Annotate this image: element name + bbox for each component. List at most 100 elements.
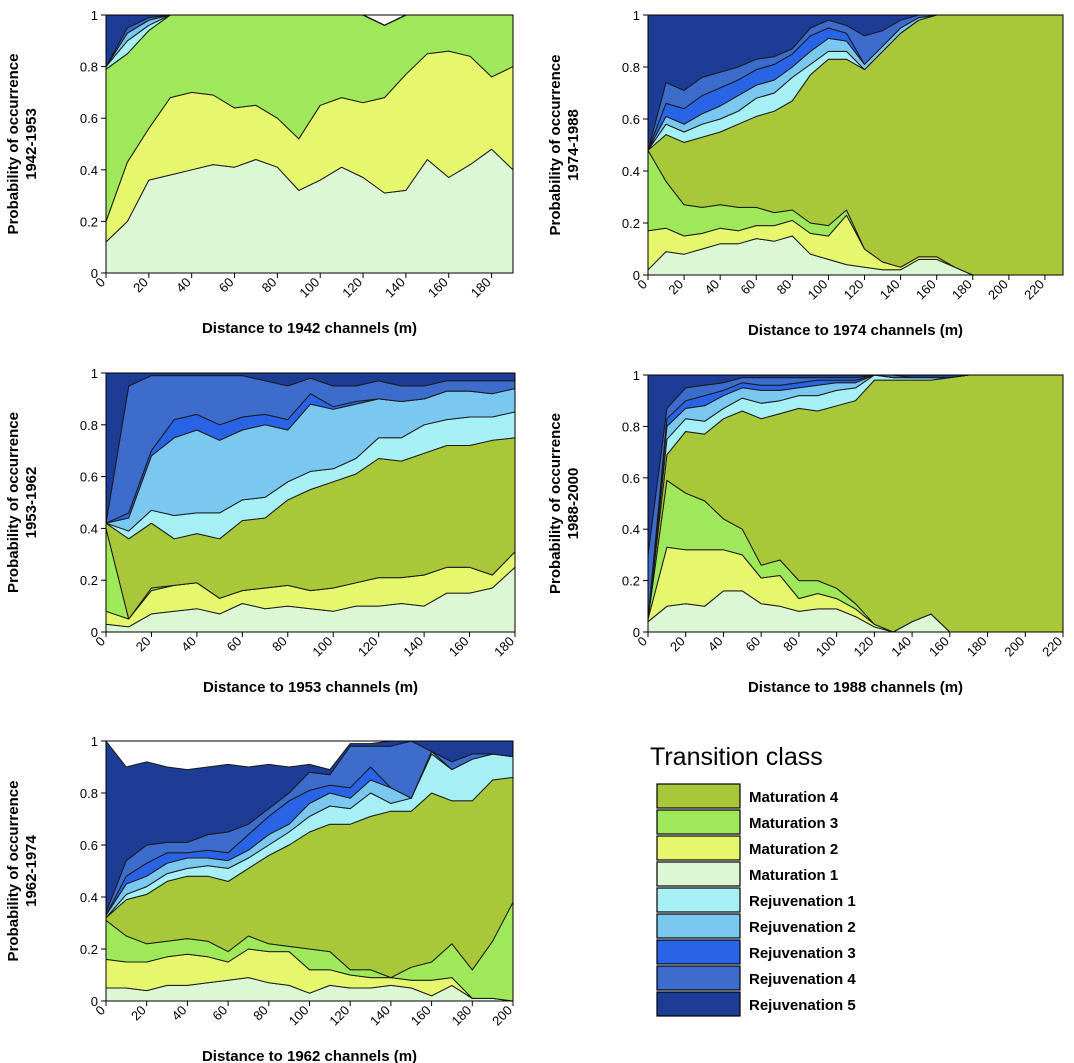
x-tick-label: 60 <box>224 634 245 655</box>
x-tick-label: 120 <box>851 634 877 660</box>
y-tick-label: 0.4 <box>80 521 98 536</box>
legend-label-rejuvenation-3: Rejuvenation 3 <box>749 945 856 962</box>
x-tick-label: 160 <box>446 634 472 660</box>
x-tick-label: 80 <box>269 634 290 655</box>
x-tick-label: 80 <box>774 277 795 298</box>
legend: Transition class Maturation 4Maturation … <box>650 743 856 1017</box>
x-tick-label: 20 <box>130 275 151 296</box>
x-tick-label: 40 <box>169 1003 190 1024</box>
y-tick-label: 0 <box>91 994 98 1009</box>
plot-frame <box>647 374 1064 633</box>
legend-swatch-rejuvenation-1 <box>656 887 741 913</box>
x-tick-label: 200 <box>985 277 1011 303</box>
legend-swatch-maturation-2 <box>656 835 741 861</box>
y-tick-label: 1 <box>91 734 98 749</box>
y-axis-period-label: 1974-1988 <box>565 109 582 181</box>
y-tick-label: 0.8 <box>80 60 98 75</box>
x-tick-label: 20 <box>133 634 154 655</box>
y-axis-period-label: 1942-1953 <box>23 108 40 180</box>
chart-5: 00.20.40.60.810 20 40 60 80 100 120 140 160 180 20… <box>5 734 515 1063</box>
y-tick-label: 1 <box>91 366 98 381</box>
x-tick-label: 140 <box>382 275 408 301</box>
legend-items: Maturation 4 Maturation 3 Maturation 2 Matu… <box>656 783 856 1017</box>
chart-3: 00.20.40.60.810 20 40 60 80 100 120 140 160 180Di… <box>5 366 517 696</box>
x-tick-label: 160 <box>926 634 952 660</box>
y-tick-label: 0.6 <box>80 838 98 853</box>
x-axis-label: Distance to 1962 channels (m) <box>202 1048 417 1063</box>
plot-frame <box>105 372 516 633</box>
plot-frame <box>105 14 514 274</box>
y-axis-label: Probability of occurrence <box>547 55 564 236</box>
x-tick-label: 60 <box>738 277 759 298</box>
y-tick-label: 0.6 <box>622 471 640 486</box>
y-tick-label: 0 <box>633 268 640 283</box>
y-tick-label: 0.8 <box>622 60 640 75</box>
y-tick-label: 1 <box>633 8 640 23</box>
x-tick-label: 100 <box>286 1003 312 1029</box>
chart-2: 00.20.40.60.810 20 40 60 80 100 120 140 160 180 20… <box>547 8 1064 339</box>
x-tick-label: 160 <box>425 275 451 301</box>
x-tick-label: 120 <box>326 1003 352 1029</box>
y-tick-label: 0.8 <box>80 418 98 433</box>
y-tick-label: 1 <box>633 368 640 383</box>
y-tick-label: 0.2 <box>80 214 98 229</box>
y-tick-label: 0.6 <box>80 111 98 126</box>
y-tick-label: 0 <box>91 625 98 640</box>
y-tick-label: 0.2 <box>80 573 98 588</box>
x-tick-label: 100 <box>805 277 831 303</box>
x-tick-label: 20 <box>128 1003 149 1024</box>
x-tick-label: 200 <box>1001 634 1027 660</box>
x-tick-label: 120 <box>355 634 381 660</box>
x-axis-label: Distance to 1988 channels (m) <box>748 679 963 696</box>
charts-group: 00.20.40.60.810 20 40 60 80 100 120 140 160 180Di… <box>5 8 1065 1063</box>
x-tick-label: 180 <box>468 275 494 301</box>
x-tick-label: 100 <box>813 634 839 660</box>
legend-swatch-maturation-4 <box>656 783 741 809</box>
legend-label-maturation-2: Maturation 2 <box>749 841 838 858</box>
x-tick-label: 40 <box>705 634 726 655</box>
x-tick-label: 180 <box>964 634 990 660</box>
y-axis-label: Probability of occurrence <box>547 413 564 594</box>
x-tick-label: 120 <box>339 275 365 301</box>
legend-label-rejuvenation-5: Rejuvenation 5 <box>749 997 856 1014</box>
x-tick-label: 40 <box>701 277 722 298</box>
x-tick-label: 220 <box>1039 634 1065 660</box>
x-tick-label: 100 <box>309 634 335 660</box>
y-axis-label: Probability of occurrence <box>5 412 22 593</box>
y-tick-label: 0.8 <box>80 786 98 801</box>
y-tick-label: 0 <box>633 625 640 640</box>
legend-swatch-rejuvenation-3 <box>656 939 741 965</box>
x-tick-label: 80 <box>250 1003 271 1024</box>
y-tick-label: 0.4 <box>80 163 98 178</box>
x-tick-label: 180 <box>949 277 975 303</box>
x-tick-label: 40 <box>178 634 199 655</box>
y-tick-label: 0.6 <box>622 112 640 127</box>
legend-label-maturation-4: Maturation 4 <box>749 789 839 806</box>
x-tick-label: 60 <box>742 634 763 655</box>
y-axis-label: Probability of occurrence <box>5 54 22 235</box>
y-tick-label: 0 <box>91 266 98 281</box>
x-tick-label: 100 <box>296 275 322 301</box>
x-tick-label: 220 <box>1021 277 1047 303</box>
y-tick-label: 0.4 <box>80 890 98 905</box>
x-axis-label: Distance to 1974 channels (m) <box>748 322 963 339</box>
x-tick-label: 80 <box>780 634 801 655</box>
y-tick-label: 0.8 <box>622 419 640 434</box>
legend-swatch-maturation-1 <box>656 861 741 887</box>
x-tick-label: 180 <box>448 1003 474 1029</box>
x-axis-label: Distance to 1953 channels (m) <box>203 679 418 696</box>
legend-swatch-rejuvenation-2 <box>656 913 741 939</box>
y-tick-label: 1 <box>91 8 98 23</box>
legend-title: Transition class <box>650 743 823 771</box>
x-tick-label: 140 <box>367 1003 393 1029</box>
y-tick-label: 0.2 <box>80 942 98 957</box>
x-tick-label: 200 <box>489 1003 515 1029</box>
y-tick-label: 0.2 <box>622 574 640 589</box>
legend-label-rejuvenation-1: Rejuvenation 1 <box>749 893 856 910</box>
x-tick-label: 120 <box>841 277 867 303</box>
legend-swatch-maturation-3 <box>656 809 741 835</box>
x-tick-label: 60 <box>209 1003 230 1024</box>
y-axis-label: Probability of occurrence <box>5 781 22 962</box>
x-tick-label: 140 <box>888 634 914 660</box>
y-axis-period-label: 1953-1962 <box>23 467 40 539</box>
